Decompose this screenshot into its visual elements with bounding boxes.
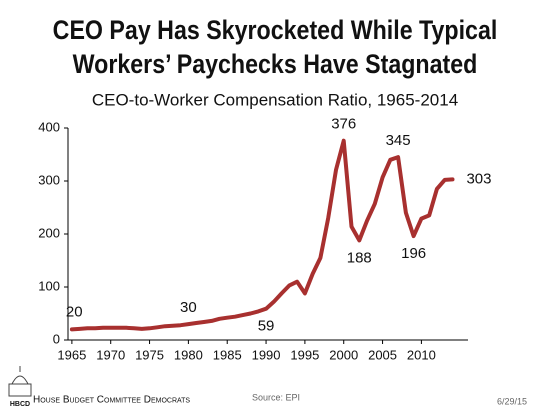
logo-text: HBCD bbox=[10, 401, 30, 408]
annotation: 30 bbox=[180, 299, 197, 316]
x-tick-label: 1995 bbox=[290, 347, 319, 362]
x-tick-label: 2010 bbox=[407, 347, 436, 362]
x-tick-label: 1990 bbox=[252, 347, 281, 362]
organization: House Budget Committee Democrats bbox=[33, 395, 190, 406]
logo: HBCD bbox=[8, 366, 32, 408]
x-tick-label: 1975 bbox=[135, 347, 164, 362]
x-tick-label: 1980 bbox=[174, 347, 203, 362]
x-tick-label: 1970 bbox=[96, 347, 125, 362]
date: 6/29/15 bbox=[497, 396, 527, 406]
data-line bbox=[69, 138, 455, 332]
y-tick-label: 300 bbox=[38, 172, 60, 187]
y-tick-label: 0 bbox=[53, 331, 60, 346]
x-tick-label: 2005 bbox=[368, 347, 397, 362]
x-tick-label: 1965 bbox=[57, 347, 86, 362]
annotation: 196 bbox=[401, 245, 426, 262]
chart-title: Workers’ Paychecks Have Stagnated bbox=[73, 50, 478, 80]
y-tick-label: 200 bbox=[38, 225, 60, 240]
annotation: 188 bbox=[347, 249, 372, 266]
y-tick-label: 400 bbox=[38, 119, 60, 134]
annotation: 345 bbox=[386, 132, 411, 149]
y-tick-label: 100 bbox=[38, 278, 60, 293]
x-tick-label: 2000 bbox=[329, 347, 358, 362]
annotation: 303 bbox=[466, 170, 491, 187]
chart-title: CEO Pay Has Skyrocketed While Typical bbox=[53, 16, 498, 46]
annotation: 59 bbox=[258, 318, 275, 335]
annotation: 20 bbox=[66, 303, 83, 320]
source: Source: EPI bbox=[252, 392, 300, 402]
chart-subtitle: CEO-to-Worker Compensation Ratio, 1965-2… bbox=[92, 90, 458, 109]
annotation: 376 bbox=[331, 116, 356, 133]
x-tick-label: 1985 bbox=[213, 347, 242, 362]
